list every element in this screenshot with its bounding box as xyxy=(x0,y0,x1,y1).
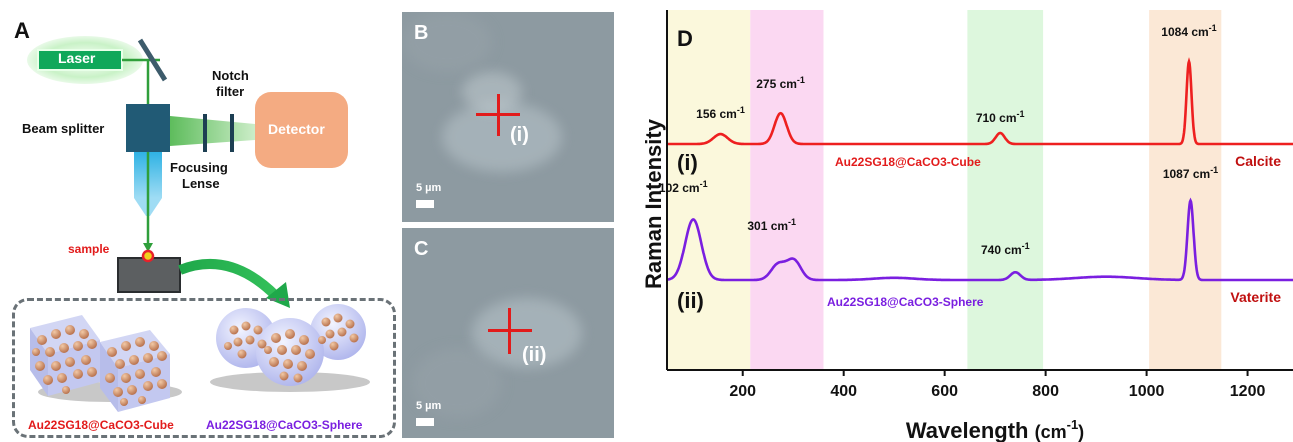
peak-label-301: 301 cm-1 xyxy=(747,217,796,233)
trace-ii-label: (ii) xyxy=(677,288,704,313)
sample-i-label: Au22SG18@CaCO3-Cube xyxy=(835,155,981,169)
marker-i: (i) xyxy=(510,124,529,146)
detector-label: Detector xyxy=(268,121,325,137)
x-tick-label-400: 400 xyxy=(830,383,857,400)
peak-label-710: 710 cm-1 xyxy=(976,109,1025,125)
notch-label-1: Notch xyxy=(212,68,249,83)
crosshair-c-v xyxy=(508,308,511,354)
panel-b-letter: B xyxy=(414,22,429,44)
x-tick-label-600: 600 xyxy=(931,383,958,400)
trace-i-label: (i) xyxy=(677,150,698,175)
highlight-band-2 xyxy=(750,10,824,370)
scale-label-c: 5 µm xyxy=(416,400,442,412)
x-tick-label-200: 200 xyxy=(729,383,756,400)
scale-label-b: 5 µm xyxy=(416,182,442,194)
peak-label-1084: 1084 cm-1 xyxy=(1161,23,1216,39)
raman-spectra-chart: 200 400 600 800 1000 1200 156 cm-1 275 cm-1 710… xyxy=(641,10,1293,442)
raman-setup-schematic xyxy=(27,36,370,412)
highlight-band-3 xyxy=(967,10,1044,370)
peak-label-1087: 1087 cm-1 xyxy=(1163,165,1218,181)
particle-models-box xyxy=(12,298,396,438)
scale-bar-c xyxy=(416,418,434,426)
laser-label: Laser xyxy=(58,50,96,66)
panel-d-letter: D xyxy=(677,26,693,51)
mirror xyxy=(137,38,168,82)
beam-splitter xyxy=(126,104,170,152)
focusing-label-1: Focusing xyxy=(170,160,228,175)
sample-label: sample xyxy=(68,242,110,256)
laser-spot xyxy=(141,249,155,263)
panel-c-letter: C xyxy=(414,238,429,260)
crosshair-b-v xyxy=(497,94,500,136)
cube-nanoparticles xyxy=(32,325,167,406)
sphere-label: Au22SG18@CaCO3-Sphere xyxy=(206,418,363,432)
phase-ii-label: Vaterite xyxy=(1230,289,1281,305)
focusing-label-2: Lense xyxy=(182,176,220,191)
peak-label-740: 740 cm-1 xyxy=(981,241,1030,257)
x-tick-label-800: 800 xyxy=(1032,383,1059,400)
notch-label-2: filter xyxy=(216,84,245,99)
curved-arrow xyxy=(178,259,280,300)
x-tick-label-1200: 1200 xyxy=(1230,383,1266,400)
micrograph-b: B (i) 5 µm xyxy=(402,12,614,222)
peak-label-275: 275 cm-1 xyxy=(756,75,805,91)
peak-label-102: 102 cm-1 xyxy=(659,179,708,195)
peak-label-156: 156 cm-1 xyxy=(696,105,745,121)
phase-i-label: Calcite xyxy=(1235,153,1281,169)
sample-ii-label: Au22SG18@CaCO3-Sphere xyxy=(827,295,984,309)
scale-bar-b xyxy=(416,200,434,208)
panel-a-letter: A xyxy=(14,18,30,43)
spectrum-trace-1 xyxy=(667,57,1293,146)
marker-ii: (ii) xyxy=(522,344,547,366)
sphere-nanoparticles xyxy=(224,313,359,383)
notch-filter-1 xyxy=(203,114,207,152)
x-tick-label-1000: 1000 xyxy=(1129,383,1165,400)
x-axis-label: Wavelength (cm-1) xyxy=(906,417,1084,442)
beam-splitter-label: Beam splitter xyxy=(22,121,105,136)
highlight-band-4 xyxy=(1149,10,1222,370)
highlight-band-1 xyxy=(667,10,751,370)
detector-box xyxy=(255,92,348,168)
sample-block xyxy=(117,257,181,293)
y-axis-label: Raman Intensity xyxy=(641,118,666,289)
spectrum-trace-2 xyxy=(666,197,1293,282)
cube-label: Au22SG18@CaCO3-Cube xyxy=(28,418,174,432)
micrograph-c: C (ii) 5 µm xyxy=(402,228,614,438)
notch-filter-2 xyxy=(230,114,234,152)
